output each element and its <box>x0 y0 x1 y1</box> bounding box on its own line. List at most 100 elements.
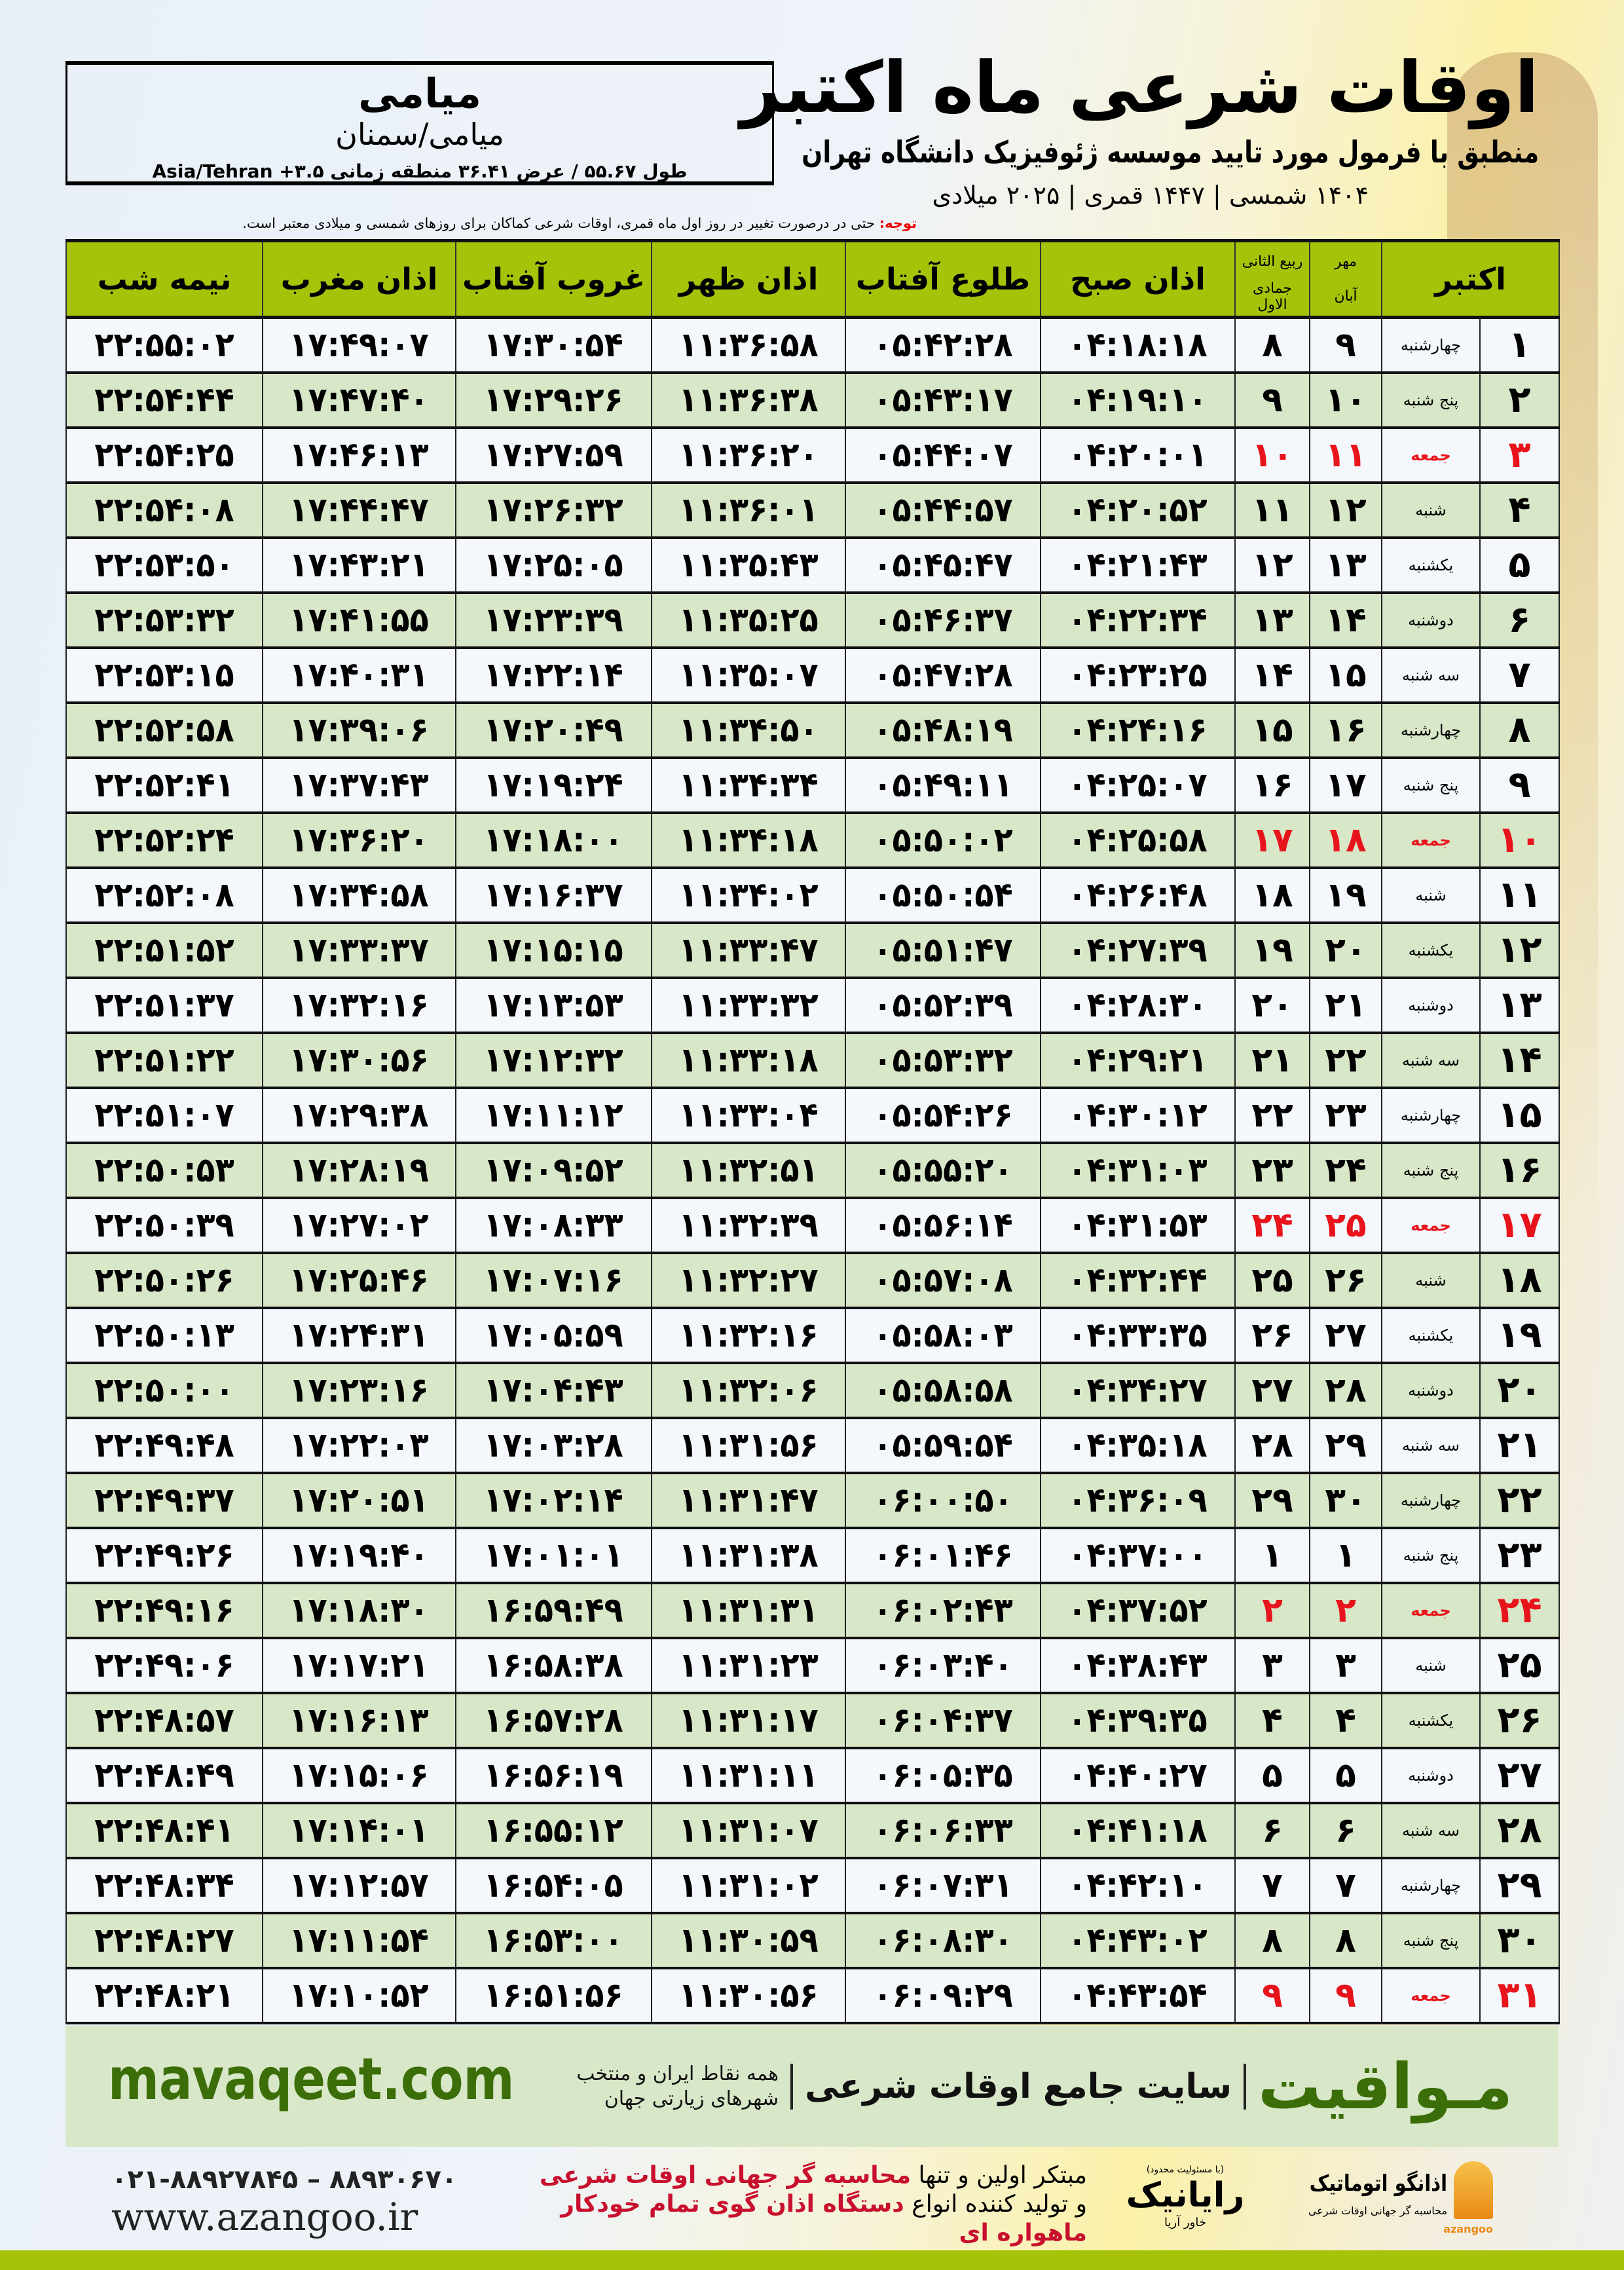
shamsi-day-value: ۱۴ <box>1325 600 1367 640</box>
brand-tagline: سایت جامع اوقات شرعی <box>805 2067 1232 2106</box>
tolu-time: ۰۵:۴۷:۲۸ <box>845 646 1041 704</box>
zohr-time: ۱۱:۳۶:۲۰ <box>651 426 846 484</box>
shamsi-day-value: ۱۷ <box>1325 765 1367 805</box>
weekday: سه شنبه <box>1380 1416 1481 1474</box>
nimeshab-time-value: ۲۲:۴۹:۲۶ <box>94 1535 234 1575</box>
maghreb-time: ۱۷:۴۹:۰۷ <box>262 316 456 374</box>
sobh-time-value: ۰۴:۲۰:۵۲ <box>1067 490 1208 530</box>
sobh-time-value: ۰۴:۳۹:۳۵ <box>1067 1700 1208 1740</box>
day-number-value: ۹ <box>1508 763 1531 806</box>
weekday-value: چهارشنبه <box>1400 335 1462 354</box>
shamsi-day-value: ۲۵ <box>1325 1205 1367 1245</box>
maghreb-time: ۱۷:۳۹:۰۶ <box>262 701 456 759</box>
tolu-time-value: ۰۶:۰۵:۳۵ <box>873 1755 1013 1795</box>
nimeshab-time-value: ۲۲:۵۰:۱۳ <box>94 1315 234 1355</box>
weekday: یکشنبه <box>1380 1691 1481 1749</box>
maghreb-time: ۱۷:۱۲:۵۷ <box>262 1856 456 1914</box>
day-number-value: ۲۰ <box>1497 1368 1542 1411</box>
ghorub-time-value: ۱۷:۲۰:۴۹ <box>483 710 624 750</box>
weekday: پنج شنبه <box>1380 1911 1481 1969</box>
maghreb-time-value: ۱۷:۱۸:۳۰ <box>289 1590 430 1630</box>
sobh-time-value: ۰۴:۲۷:۳۹ <box>1067 930 1208 970</box>
sobh-time-value: ۰۴:۳۸:۴۳ <box>1067 1645 1208 1685</box>
zohr-time: ۱۱:۳۲:۰۶ <box>651 1361 846 1419</box>
lunar-day-value: ۲ <box>1262 1590 1283 1630</box>
day-number-value: ۱۵ <box>1497 1093 1542 1136</box>
lunar-day: ۱۱ <box>1234 481 1310 539</box>
table-row: ۱۷ جمعه ۲۵ ۲۴ ۰۴:۳۱:۵۳ ۰۵:۵۶:۱۴ ۱۱:۳۲:۳۹ ۱۷:۰۸:… <box>65 1196 1560 1254</box>
day-number: ۳۱ <box>1479 1966 1560 2024</box>
shamsi-day: ۱۹ <box>1309 866 1382 924</box>
zohr-time-value: ۱۱:۳۲:۲۷ <box>678 1260 819 1300</box>
ghorub-time: ۱۷:۲۰:۴۹ <box>455 701 652 759</box>
maghreb-time-value: ۱۷:۴۹:۰۷ <box>289 325 430 365</box>
sobh-time: ۰۴:۱۸:۱۸ <box>1040 316 1236 374</box>
maghreb-time: ۱۷:۱۶:۱۳ <box>262 1691 456 1749</box>
tolu-time: ۰۶:۰۶:۳۳ <box>845 1801 1041 1859</box>
lunar-day: ۳ <box>1234 1636 1310 1694</box>
tolu-time-value: ۰۶:۰۶:۳۳ <box>873 1810 1013 1850</box>
sobh-time-value: ۰۴:۲۶:۴۸ <box>1067 875 1208 915</box>
lunar-day-value: ۱۸ <box>1251 875 1293 915</box>
sobh-time: ۰۴:۲۲:۳۴ <box>1040 591 1236 649</box>
sobh-time: ۰۴:۴۳:۰۲ <box>1040 1911 1236 1969</box>
weekday-value: یکشنبه <box>1408 1326 1454 1345</box>
nimeshab-time-value: ۲۲:۵۳:۳۲ <box>94 600 234 640</box>
zohr-time: ۱۱:۳۲:۲۷ <box>651 1251 846 1309</box>
lunar-day: ۹ <box>1234 1966 1310 2024</box>
shamsi-day: ۲۰ <box>1309 921 1382 979</box>
contact-info: ۰۲۱-۸۸۹۲۷۸۴۵ – ۸۸۹۳۰۶۷۰ www.azangoo.ir <box>111 2165 457 2239</box>
brand-sub: همه نقاط ایران و منتخب شهرهای زیارتی جها… <box>576 2062 779 2110</box>
nimeshab-time-value: ۲۲:۴۸:۴۱ <box>94 1810 234 1850</box>
site-link[interactable]: mavaqeet.com <box>108 2045 515 2113</box>
divider <box>1243 2064 1246 2110</box>
table-row: ۳۰ پنج شنبه ۸ ۸ ۰۴:۴۳:۰۲ ۰۶:۰۸:۳۰ ۱۱:۳۰:۵۹ ۱۶:۵… <box>65 1911 1560 1969</box>
lunar-day-value: ۷ <box>1262 1865 1283 1905</box>
nimeshab-time-value: ۲۲:۵۱:۲۲ <box>94 1040 234 1080</box>
nimeshab-time: ۲۲:۵۱:۲۲ <box>65 1031 263 1089</box>
ghorub-time: ۱۷:۱۶:۳۷ <box>455 866 652 924</box>
ghorub-time-value: ۱۷:۰۲:۱۴ <box>483 1480 624 1520</box>
day-number-value: ۲۶ <box>1497 1698 1542 1741</box>
weekday: جمعه <box>1380 1966 1481 2024</box>
lunar-day: ۲۳ <box>1234 1141 1310 1199</box>
tolu-time: ۰۶:۰۰:۵۰ <box>845 1471 1041 1529</box>
maghreb-time-value: ۱۷:۱۹:۴۰ <box>289 1535 430 1575</box>
maghreb-time: ۱۷:۱۴:۰۱ <box>262 1801 456 1859</box>
tolu-time: ۰۶:۰۴:۳۷ <box>845 1691 1041 1749</box>
day-number-value: ۲۱ <box>1497 1423 1542 1466</box>
city-coordinates: طول ۵۵.۶۷ / عرض ۳۶.۴۱ منطقه زمانی ۳.۵+ A… <box>152 160 688 182</box>
sobh-time: ۰۴:۲۰:۰۱ <box>1040 426 1236 484</box>
lunar-day-value: ۱۹ <box>1251 930 1293 970</box>
tolu-time: ۰۶:۰۱:۴۶ <box>845 1526 1041 1584</box>
table-row: ۷ سه شنبه ۱۵ ۱۴ ۰۴:۲۳:۲۵ ۰۵:۴۷:۲۸ ۱۱:۳۵:۰۷ ۱۷:۲… <box>65 646 1560 704</box>
lunar-day: ۲۱ <box>1234 1031 1310 1089</box>
tolu-time: ۰۵:۴۲:۲۸ <box>845 316 1041 374</box>
ghorub-time: ۱۷:۰۹:۵۲ <box>455 1141 652 1199</box>
weekday-value: پنج شنبه <box>1403 775 1459 794</box>
weekday-value: چهارشنبه <box>1400 720 1462 739</box>
weekday: جمعه <box>1380 426 1481 484</box>
sobh-time-value: ۰۴:۳۷:۵۲ <box>1067 1590 1208 1630</box>
nimeshab-time: ۲۲:۵۴:۲۵ <box>65 426 263 484</box>
lunar-day: ۱۳ <box>1234 591 1310 649</box>
lunar-day-value: ۴ <box>1262 1700 1283 1740</box>
sobh-time: ۰۴:۳۳:۳۵ <box>1040 1306 1236 1364</box>
tolu-time-value: ۰۵:۵۹:۵۴ <box>873 1425 1013 1465</box>
sobh-time: ۰۴:۴۱:۱۸ <box>1040 1801 1236 1859</box>
zohr-time-value: ۱۱:۳۵:۰۷ <box>678 655 819 695</box>
nimeshab-time: ۲۲:۴۹:۴۸ <box>65 1416 263 1474</box>
col-month: اکتبر <box>1380 239 1560 319</box>
lunar-day: ۲۴ <box>1234 1196 1310 1254</box>
maghreb-time: ۱۷:۳۷:۴۳ <box>262 756 456 814</box>
sobh-time: ۰۴:۲۴:۱۶ <box>1040 701 1236 759</box>
zohr-time-value: ۱۱:۳۰:۵۹ <box>678 1920 819 1960</box>
lunar-day-value: ۲۹ <box>1251 1480 1293 1520</box>
azangoo-link[interactable]: www.azangoo.ir <box>111 2195 418 2239</box>
day-number: ۱۵ <box>1479 1086 1560 1144</box>
maghreb-time: ۱۷:۲۴:۳۱ <box>262 1306 456 1364</box>
zohr-time-value: ۱۱:۳۴:۰۲ <box>678 875 819 915</box>
day-number: ۲۹ <box>1479 1856 1560 1914</box>
day-number-value: ۱۴ <box>1497 1038 1542 1081</box>
ghorub-time: ۱۷:۲۹:۲۶ <box>455 371 652 429</box>
